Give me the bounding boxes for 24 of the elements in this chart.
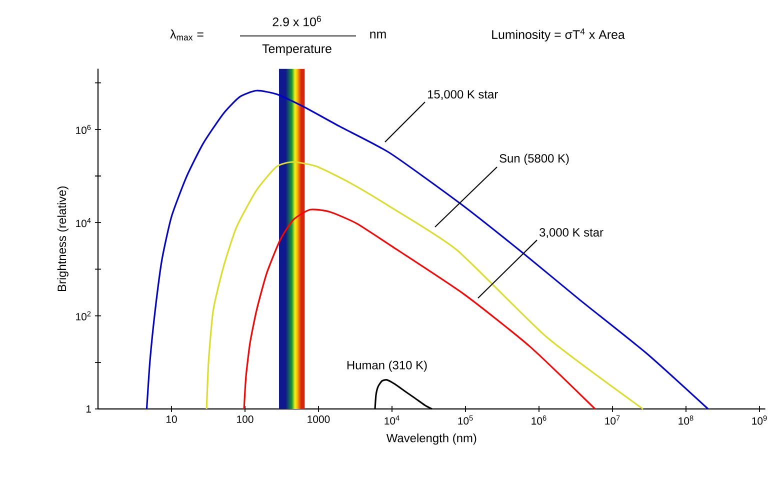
x-tick-label: 10$^{4}$ — [384, 415, 400, 425]
x-tick-label: 10$^{5}$ — [458, 415, 473, 425]
annotation: 15,000 K star — [428, 90, 498, 100]
annotation: Sun (5800 K) — [500, 154, 569, 165]
x-tick-label: 10$^{7}$ — [605, 415, 620, 425]
x-tick-label: 10$^{6}$ — [532, 416, 546, 425]
x-axis-title: Wavelength (nm) — [386, 434, 476, 445]
y-tick-label: 10$^{6}$ — [76, 124, 91, 134]
annotation: Human (310 K) — [347, 360, 427, 372]
text: Luminosity = σT$^{4}$ x Area — [492, 28, 625, 42]
x-tick-label: 10 — [166, 416, 177, 423]
x-tick-label: 10$^{9}$ — [752, 416, 767, 425]
annotation: 3,000 K star — [540, 228, 604, 238]
y-tick-label: 10$^{2}$ — [76, 311, 91, 320]
y-tick-label: 1 — [86, 405, 91, 413]
y-axis-title: Brightness (relative) — [57, 186, 68, 292]
x-tick-label: 10$^{8}$ — [678, 416, 694, 425]
text: Temperature — [262, 44, 332, 56]
x-tick-label: 1000 — [308, 416, 330, 423]
x-tick-label: 100 — [237, 416, 254, 423]
text: nm — [370, 32, 386, 38]
text: λ$_{max}$ = — [170, 30, 204, 40]
y-tick-label: 10$^{4}$ — [76, 218, 91, 228]
text: 2.9 x 10$^{6}$ — [272, 16, 321, 26]
